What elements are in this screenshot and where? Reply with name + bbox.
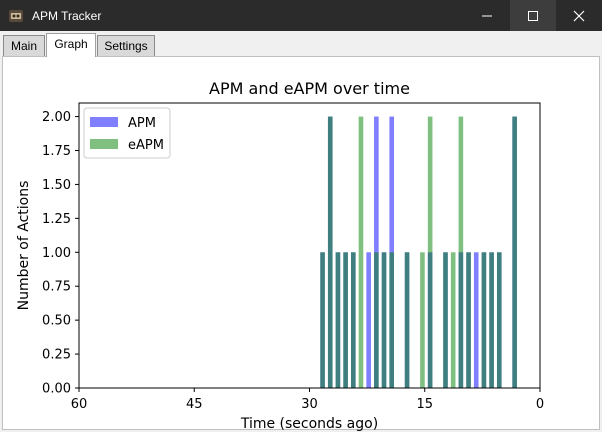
y-tick-label: 1.25	[42, 212, 71, 227]
tab-main[interactable]: Main	[3, 35, 45, 56]
x-tick-label: 0	[536, 397, 544, 412]
bar-eapm	[350, 252, 356, 388]
maximize-icon	[528, 11, 538, 21]
y-tick-label: 1.50	[42, 178, 71, 193]
bar-apm	[366, 252, 371, 388]
y-tick-label: 1.00	[42, 246, 71, 261]
x-tick-label: 30	[301, 397, 318, 412]
bar-apm	[374, 116, 379, 388]
chart-title: APM and eAPM over time	[209, 79, 410, 98]
legend-label-eapm: eAPM	[128, 138, 164, 153]
tab-bar: Main Graph Settings	[0, 31, 602, 57]
bar-eapm	[389, 252, 395, 388]
bar-eapm	[420, 252, 425, 388]
y-tick-label: 0.25	[42, 348, 71, 363]
apm-chart: APM and eAPM over time 60 45 30 15 0 0.00 0.25 0…	[16, 79, 544, 432]
bar-apm	[389, 116, 395, 388]
bar-eapm	[381, 252, 387, 388]
minimize-icon	[482, 15, 492, 17]
bar-eapm	[404, 252, 410, 388]
close-button[interactable]	[556, 0, 602, 31]
bar-eapm	[466, 252, 471, 388]
window-title: APM Tracker	[32, 9, 102, 23]
bar-eapm	[374, 252, 379, 388]
title-bar[interactable]: APM Tracker	[0, 0, 602, 31]
legend-label-apm: APM	[128, 116, 156, 131]
bar-eapm	[489, 252, 494, 388]
bar-eapm	[512, 116, 517, 388]
bar-eapm	[443, 252, 448, 388]
maximize-button[interactable]	[510, 0, 556, 31]
bar-eapm	[450, 252, 456, 388]
legend-swatch-apm	[90, 117, 118, 127]
y-tick-label: 2.00	[42, 110, 71, 125]
x-tick-label: 60	[71, 397, 88, 412]
y-tick-label: 0.50	[42, 314, 71, 329]
bar-eapm	[343, 252, 348, 388]
close-icon	[573, 10, 585, 22]
tab-settings[interactable]: Settings	[97, 35, 155, 56]
x-tick-label: 15	[416, 397, 433, 412]
minimize-button[interactable]	[464, 0, 510, 31]
apm-app-icon	[9, 10, 23, 22]
bar-eapm	[327, 116, 333, 388]
bar-eapm	[496, 252, 502, 388]
y-tick-label: 0.75	[42, 280, 71, 295]
x-tick-label: 45	[186, 397, 203, 412]
bar-apm	[473, 252, 479, 388]
bar-eapm	[427, 116, 433, 388]
y-tick-label: 1.75	[42, 144, 71, 159]
y-axis-label: Number of Actions	[16, 181, 32, 311]
bar-eapm	[358, 116, 364, 388]
bar-eapm	[458, 116, 464, 388]
tab-graph[interactable]: Graph	[46, 33, 96, 57]
x-axis-label: Time (seconds ago)	[240, 416, 378, 432]
legend-swatch-eapm	[90, 139, 118, 149]
bar-eapm	[481, 252, 487, 388]
bar-eapm	[320, 252, 325, 388]
bar-eapm	[335, 252, 341, 388]
y-tick-label: 0.00	[42, 382, 71, 397]
